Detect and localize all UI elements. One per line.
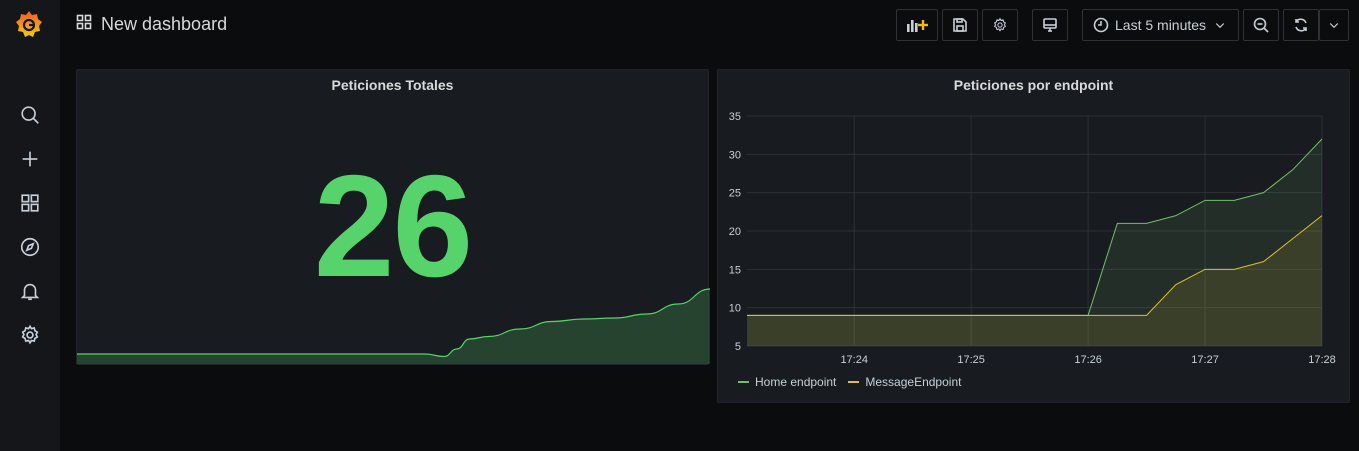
x-tick-label: 17:26 bbox=[1074, 354, 1102, 366]
grafana-logo[interactable] bbox=[14, 9, 44, 39]
y-tick-label: 20 bbox=[729, 226, 741, 238]
timeseries-panel[interactable]: Peticiones por endpoint 5 10 15 20 25 30 35 17:… bbox=[717, 69, 1350, 403]
y-tick-label: 15 bbox=[729, 264, 741, 276]
save-dashboard-button[interactable] bbox=[942, 9, 978, 41]
add-panel-icon bbox=[906, 17, 928, 33]
x-tick-label: 17:28 bbox=[1308, 354, 1336, 366]
dashboard-title[interactable]: New dashboard bbox=[76, 14, 227, 35]
settings-icon bbox=[992, 17, 1008, 33]
time-range-label: Last 5 minutes bbox=[1115, 17, 1206, 33]
x-tick-label: 17:27 bbox=[1191, 354, 1219, 366]
zoom-out-button[interactable] bbox=[1243, 9, 1279, 41]
gear-icon[interactable] bbox=[18, 323, 42, 347]
dashboard-title-text: New dashboard bbox=[101, 14, 227, 35]
refresh-button[interactable] bbox=[1283, 9, 1319, 41]
bell-icon[interactable] bbox=[18, 279, 42, 303]
x-tick-label: 17:25 bbox=[957, 354, 985, 366]
tv-mode-button[interactable] bbox=[1032, 9, 1068, 41]
y-tick-label: 30 bbox=[729, 149, 741, 161]
timeseries-chart: 5 10 15 20 25 30 35 17:24 17:25 17:26 17:27 17:28 bbox=[718, 70, 1351, 404]
legend-label-message: MessageEndpoint bbox=[865, 375, 961, 389]
dashboards-icon[interactable] bbox=[18, 191, 42, 215]
legend-item[interactable]: MessageEndpoint bbox=[848, 375, 961, 389]
sidebar bbox=[0, 0, 60, 451]
explore-icon[interactable] bbox=[18, 235, 42, 259]
clock-icon bbox=[1093, 17, 1109, 33]
chevron-down-icon bbox=[1328, 19, 1340, 31]
legend-swatch-message bbox=[848, 381, 859, 383]
dashboard-grid-icon bbox=[76, 14, 92, 35]
legend-label-home: Home endpoint bbox=[755, 375, 836, 389]
plus-icon[interactable] bbox=[18, 147, 42, 171]
legend-item[interactable]: Home endpoint bbox=[738, 375, 836, 389]
refresh-icon bbox=[1293, 17, 1309, 33]
save-icon bbox=[952, 17, 968, 33]
y-tick-label: 10 bbox=[729, 303, 741, 315]
chevron-down-icon bbox=[1214, 19, 1226, 31]
y-tick-label: 5 bbox=[735, 341, 741, 353]
stat-value: 26 bbox=[77, 154, 708, 299]
refresh-interval-dropdown[interactable] bbox=[1319, 9, 1349, 41]
legend-swatch-home bbox=[738, 381, 749, 383]
x-tick-label: 17:24 bbox=[840, 354, 868, 366]
dashboard-settings-button[interactable] bbox=[982, 9, 1018, 41]
chart-legend: Home endpoint MessageEndpoint bbox=[738, 375, 961, 389]
add-panel-button[interactable] bbox=[896, 9, 938, 41]
monitor-icon bbox=[1042, 17, 1058, 33]
y-tick-label: 25 bbox=[729, 188, 741, 200]
y-tick-label: 35 bbox=[729, 111, 741, 123]
search-icon[interactable] bbox=[18, 103, 42, 127]
zoom-out-icon bbox=[1253, 17, 1269, 33]
time-range-picker[interactable]: Last 5 minutes bbox=[1082, 9, 1239, 41]
stat-panel[interactable]: Peticiones Totales 26 bbox=[76, 69, 709, 365]
